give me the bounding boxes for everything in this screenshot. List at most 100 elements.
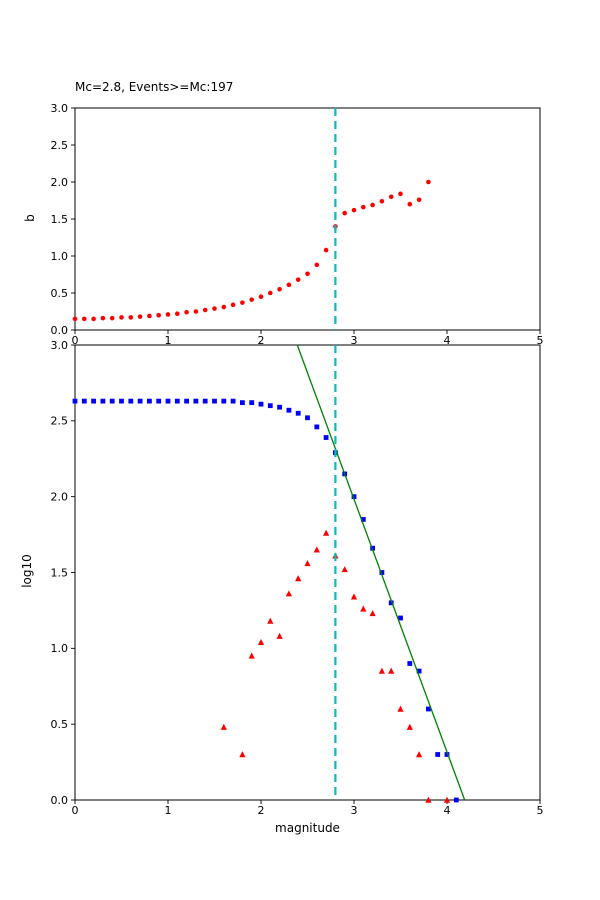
data-point [72,316,78,322]
data-point [230,398,236,404]
data-point [276,632,283,639]
y-tick-label: 2.0 [51,491,69,504]
x-tick-label: 0 [72,334,79,347]
y-tick-label: 0.5 [51,287,69,300]
y-tick-label: 2.5 [51,139,69,152]
data-point [416,751,423,758]
data-point [295,277,301,282]
data-point [81,398,87,404]
data-point [453,797,459,803]
data-point [426,706,431,712]
data-point [212,398,217,404]
y-tick-label: 1.0 [51,250,69,263]
b-value-points [72,179,431,322]
data-point [351,207,357,213]
x-tick-label: 1 [165,804,172,817]
y-tick-label: 3.0 [51,102,69,115]
axes-frame [74,107,541,331]
y-tick-label: 0.5 [51,718,69,731]
data-point [313,546,320,553]
data-point [221,304,227,310]
data-point [342,210,348,216]
data-point [174,398,180,404]
data-point [304,560,311,567]
data-point [323,435,329,440]
gutenberg-richter-fit-line-path [296,344,466,801]
data-point [379,570,385,575]
data-point [397,705,404,712]
y-tick-label: 1.0 [51,642,69,655]
bottom-plot-xlabel: magnitude [275,821,340,835]
data-point [416,197,422,203]
data-point [350,593,358,600]
data-point [398,615,403,621]
data-point [323,529,330,536]
data-point [184,309,189,315]
b-value-vs-magnitude-plot: 0 1 2 3 4 5 0.0 0.5 1.0 1.5 2.0 2.5 3.0 [51,102,544,347]
data-point [295,575,302,582]
data-point [91,398,96,404]
data-point [128,398,134,404]
data-point [305,271,310,277]
data-point [388,667,395,674]
x-tick-label: 2 [258,334,265,347]
data-point [277,287,282,292]
x-tick-label: 1 [165,334,172,347]
data-point [249,400,255,406]
data-point [351,494,357,500]
data-point [91,316,96,322]
cumulative-counts [72,398,459,803]
data-point [369,610,376,617]
data-point [370,202,375,208]
data-point [147,398,152,404]
data-point [277,404,282,410]
data-point [398,191,403,197]
data-point [240,300,245,305]
data-point [165,312,171,317]
data-point [305,415,310,421]
axes-frame [74,344,541,801]
data-point [406,723,413,730]
data-point [100,315,106,321]
data-point [435,752,441,757]
data-point [119,315,124,320]
data-point [267,617,274,624]
data-point [258,294,264,300]
x-tick-label: 4 [444,334,451,347]
data-point [360,517,366,522]
chart-title: Mc=2.8, Events>=Mc:197 [75,80,234,94]
data-point [128,315,134,320]
data-point [175,311,180,317]
data-point [379,198,385,204]
data-point [444,752,450,757]
data-point [388,600,394,606]
data-point [202,307,208,313]
data-point [248,652,255,659]
data-point [407,201,413,207]
y-tick-label: 0.0 [51,794,69,807]
data-point [82,316,87,322]
y-tick-label: 0.0 [51,324,69,337]
data-point [257,638,265,645]
data-point [360,605,367,612]
data-point [388,194,394,200]
data-point [314,424,320,430]
y-tick-label: 1.5 [51,566,69,579]
data-point [193,398,199,404]
data-point [285,590,292,597]
data-point [137,398,143,404]
noncumulative-counts [220,529,451,803]
data-point [165,398,171,404]
data-point [314,262,320,268]
y-tick-label: 3.0 [51,339,69,352]
data-point [361,204,366,210]
data-point [240,400,245,406]
data-point [184,398,189,404]
data-point [378,667,385,674]
y-tick-label: 2.5 [51,415,69,428]
data-point [267,403,273,409]
data-point [220,723,227,730]
data-point [249,297,254,302]
x-tick-label: 5 [537,804,544,817]
